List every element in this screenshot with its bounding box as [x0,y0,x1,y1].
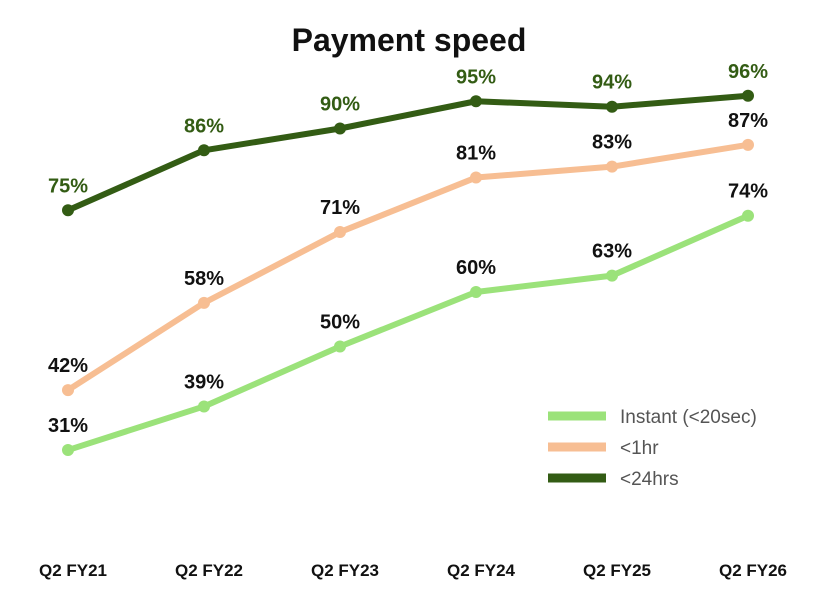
x-tick-label: Q2 FY21 [39,561,107,580]
data-point-1hr [334,226,346,239]
data-label-1hr: 87% [728,110,768,132]
legend-label-instant-20sec: Instant (<20sec) [620,407,757,428]
data-label-1hr: 81% [456,143,496,165]
data-point-1hr [606,160,618,173]
data-point-instant-20sec [470,286,482,298]
data-label-1hr: 58% [184,268,224,290]
data-point-24hrs [62,204,74,217]
x-tick-label: Q2 FY23 [311,561,379,580]
series-points [62,89,754,457]
data-point-24hrs [606,100,618,113]
data-point-24hrs [470,95,482,108]
data-label-instant-20sec: 63% [592,241,632,263]
data-point-1hr [62,384,74,397]
data-point-1hr [198,296,210,309]
x-tick-label: Q2 FY25 [583,561,651,580]
data-labels: 31% 39% 50% 60% 63% 74% 42% 58% 71% 81% 83% 87% 75% 8… [48,61,768,437]
series-lines [65,92,751,454]
data-label-24hrs: 75% [48,175,88,197]
data-label-1hr: 83% [592,132,632,154]
data-point-24hrs [334,122,346,135]
data-point-instant-20sec [334,340,346,353]
data-label-instant-20sec: 50% [320,312,360,334]
data-label-24hrs: 94% [592,72,632,94]
data-label-instant-20sec: 31% [48,415,88,437]
data-label-24hrs: 96% [728,61,768,83]
x-tick-label: Q2 FY22 [175,561,243,580]
data-point-instant-20sec [606,269,618,282]
data-point-1hr [742,138,754,151]
legend-label-1hr: <1hr [620,438,659,459]
data-label-instant-20sec: 74% [728,181,768,203]
series-line-24hrs [65,92,751,214]
data-point-1hr [470,171,482,184]
data-point-instant-20sec [742,209,754,222]
data-label-24hrs: 95% [456,66,496,88]
data-label-1hr: 71% [320,197,360,219]
legend: Instant (<20sec) <1hr <24hrs [548,407,757,490]
data-point-instant-20sec [62,444,74,457]
data-label-instant-20sec: 60% [456,257,496,279]
x-axis-ticks: Q2 FY21 Q2 FY22 Q2 FY23 Q2 FY24 Q2 FY25 Q2 FY… [39,561,787,580]
data-label-24hrs: 90% [320,94,360,116]
data-point-24hrs [742,89,754,102]
data-label-instant-20sec: 39% [184,371,224,393]
data-point-instant-20sec [198,400,210,413]
x-tick-label: Q2 FY26 [719,561,787,580]
x-tick-label: Q2 FY24 [447,561,516,580]
legend-label-24hrs: <24hrs [620,469,679,490]
data-label-24hrs: 86% [184,115,224,137]
series-line-1hr [65,141,751,394]
data-point-24hrs [198,144,210,157]
data-label-1hr: 42% [48,355,88,377]
chart-title: Payment speed [291,22,527,58]
series-line-instant-20sec [65,212,751,454]
